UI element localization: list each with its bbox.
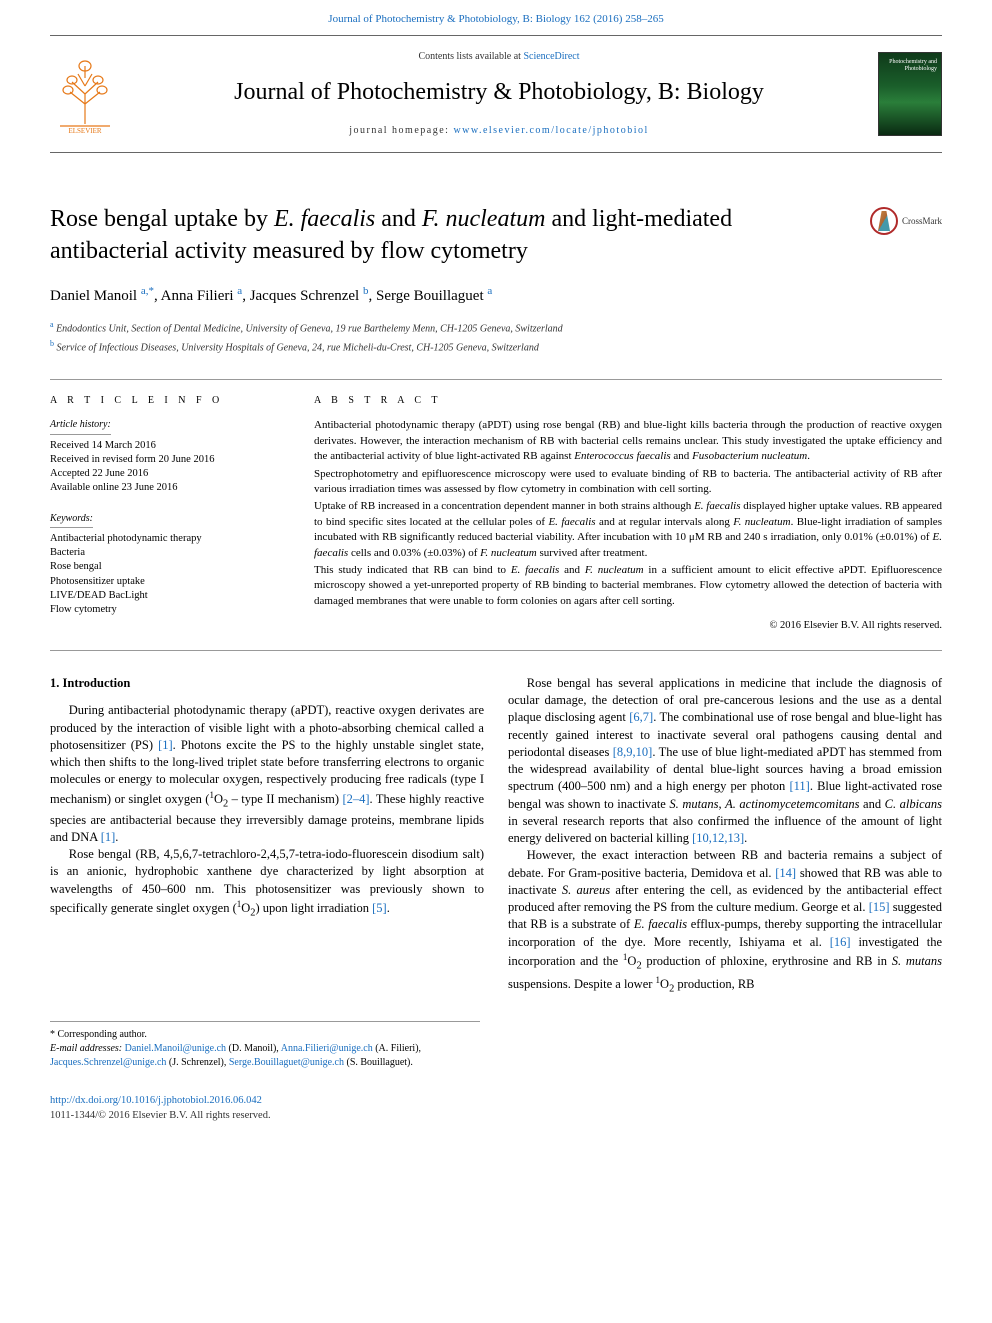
crossmark-badge[interactable]: CrossMark: [870, 207, 942, 235]
body-column-right: Rose bengal has several applications in …: [508, 675, 942, 997]
elsevier-logo: ELSEVIER: [50, 54, 120, 134]
author-list: Daniel Manoil a,*, Anna Filieri a, Jacqu…: [50, 284, 942, 307]
footer-copyright: 1011-1344/© 2016 Elsevier B.V. All right…: [50, 1109, 942, 1124]
contents-line: Contents lists available at ScienceDirec…: [120, 50, 878, 64]
abstract-heading: A B S T R A C T: [314, 394, 942, 408]
body-column-left: 1. Introduction During antibacterial pho…: [50, 675, 484, 997]
doi-link[interactable]: http://dx.doi.org/10.1016/j.jphotobiol.2…: [50, 1095, 262, 1106]
history-heading: Article history:: [50, 418, 111, 435]
article-history: Received 14 March 2016Received in revise…: [50, 439, 290, 496]
article-info-heading: A R T I C L E I N F O: [50, 394, 290, 408]
masthead: ELSEVIER Contents lists available at Sci…: [50, 35, 942, 153]
journal-citation[interactable]: Journal of Photochemistry & Photobiology…: [0, 0, 992, 35]
sciencedirect-link[interactable]: ScienceDirect: [523, 51, 579, 62]
keywords-list: Antibacterial photodynamic therapyBacter…: [50, 532, 290, 617]
crossmark-icon: [870, 207, 898, 235]
svg-text:ELSEVIER: ELSEVIER: [68, 127, 101, 134]
crossmark-label: CrossMark: [902, 215, 942, 228]
journal-homepage: journal homepage: www.elsevier.com/locat…: [120, 124, 878, 138]
abstract-copyright: © 2016 Elsevier B.V. All rights reserved…: [314, 619, 942, 634]
affiliations: a Endodontics Unit, Section of Dental Me…: [50, 319, 942, 356]
introduction-heading: 1. Introduction: [50, 675, 484, 693]
journal-cover-thumb: Photochemistry and Photobiology: [878, 52, 942, 136]
article-title: Rose bengal uptake by E. faecalis and F.…: [50, 203, 942, 268]
homepage-link[interactable]: www.elsevier.com/locate/jphotobiol: [453, 125, 648, 136]
footer: http://dx.doi.org/10.1016/j.jphotobiol.2…: [50, 1094, 942, 1123]
journal-name: Journal of Photochemistry & Photobiology…: [120, 76, 878, 110]
abstract-text: Antibacterial photodynamic therapy (aPDT…: [314, 418, 942, 609]
keywords-heading: Keywords:: [50, 512, 93, 529]
corresponding-footnote: * Corresponding author. E-mail addresses…: [50, 1021, 480, 1070]
